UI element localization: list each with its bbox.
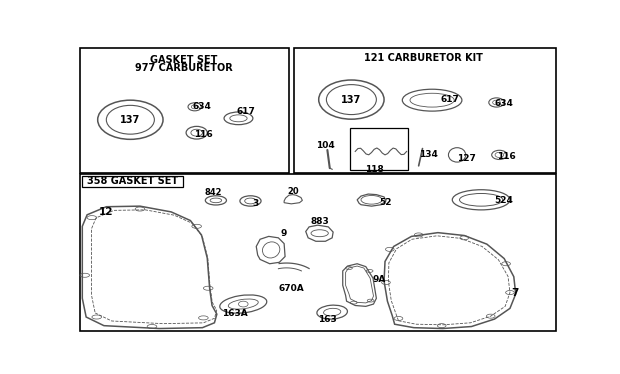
Text: 977 CARBURETOR: 977 CARBURETOR [135,64,233,74]
Text: 9: 9 [281,229,287,238]
Text: 358 GASKET SET: 358 GASKET SET [87,176,179,186]
Bar [294,48,556,173]
Bar [80,174,556,331]
Text: 3: 3 [252,199,259,208]
Text: 52: 52 [379,198,392,207]
Text: GASKET SET: GASKET SET [151,55,218,65]
Text: 163: 163 [318,315,337,324]
Text: 137: 137 [341,95,361,105]
Text: 127: 127 [458,154,476,163]
Text: 121 CARBURETOR KIT: 121 CARBURETOR KIT [364,53,483,63]
Text: 617: 617 [236,107,255,116]
Text: 163A: 163A [222,309,247,318]
Text: 670A: 670A [278,284,304,293]
Bar [80,48,289,173]
Text: 104: 104 [316,141,334,150]
Bar [82,176,184,187]
Text: 12: 12 [99,207,113,217]
Text: 118: 118 [365,165,384,174]
Text: 137: 137 [120,115,141,125]
Text: 524: 524 [495,196,513,205]
Bar [350,128,408,170]
Text: 617: 617 [440,95,459,104]
Text: 116: 116 [194,130,213,139]
Text: 134: 134 [419,150,438,159]
Text: 116: 116 [497,152,516,161]
Text: 9A: 9A [373,275,386,284]
Text: 842: 842 [204,188,222,197]
Text: 883: 883 [311,218,329,227]
Text: 634: 634 [495,99,513,108]
Text: 7: 7 [511,288,518,298]
Text: 634: 634 [193,102,212,111]
Text: 20: 20 [288,187,299,196]
